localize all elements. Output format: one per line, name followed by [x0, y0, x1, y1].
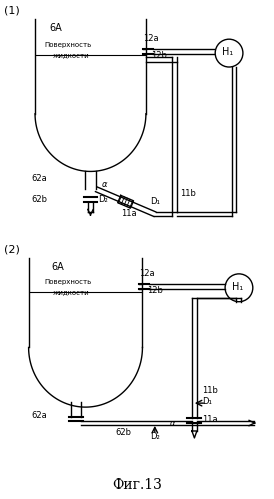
- Text: 62b: 62b: [115, 428, 131, 437]
- Text: 62а: 62а: [31, 174, 47, 183]
- Text: H₁: H₁: [232, 282, 243, 292]
- Text: α: α: [170, 419, 175, 428]
- Text: (2): (2): [4, 245, 20, 255]
- Text: H₁: H₁: [222, 47, 233, 57]
- Text: Поверхность: Поверхность: [44, 42, 91, 48]
- Text: D₁: D₁: [202, 397, 212, 406]
- Text: D₂: D₂: [98, 195, 108, 204]
- Text: (1): (1): [4, 5, 20, 15]
- Text: 12b: 12b: [151, 51, 167, 60]
- Text: α: α: [101, 180, 107, 189]
- Text: 11а: 11а: [121, 209, 136, 218]
- Text: 12а: 12а: [143, 34, 159, 43]
- Text: жидкости: жидкости: [53, 52, 90, 58]
- Text: 11а: 11а: [202, 415, 218, 424]
- Text: D₁: D₁: [150, 197, 160, 206]
- Text: 62а: 62а: [31, 411, 47, 420]
- Text: 12b: 12b: [147, 286, 163, 295]
- Text: 6А: 6А: [51, 262, 64, 272]
- Text: 6А: 6А: [49, 23, 62, 33]
- Text: 62b: 62b: [31, 195, 47, 204]
- Text: 11b: 11b: [202, 386, 218, 395]
- Text: 11b: 11b: [181, 189, 196, 198]
- Text: Фиг.13: Фиг.13: [112, 478, 162, 492]
- Text: жидкости: жидкости: [53, 289, 90, 295]
- Text: D₂: D₂: [150, 432, 160, 441]
- Text: Поверхность: Поверхность: [44, 279, 91, 285]
- Text: 12а: 12а: [139, 269, 155, 278]
